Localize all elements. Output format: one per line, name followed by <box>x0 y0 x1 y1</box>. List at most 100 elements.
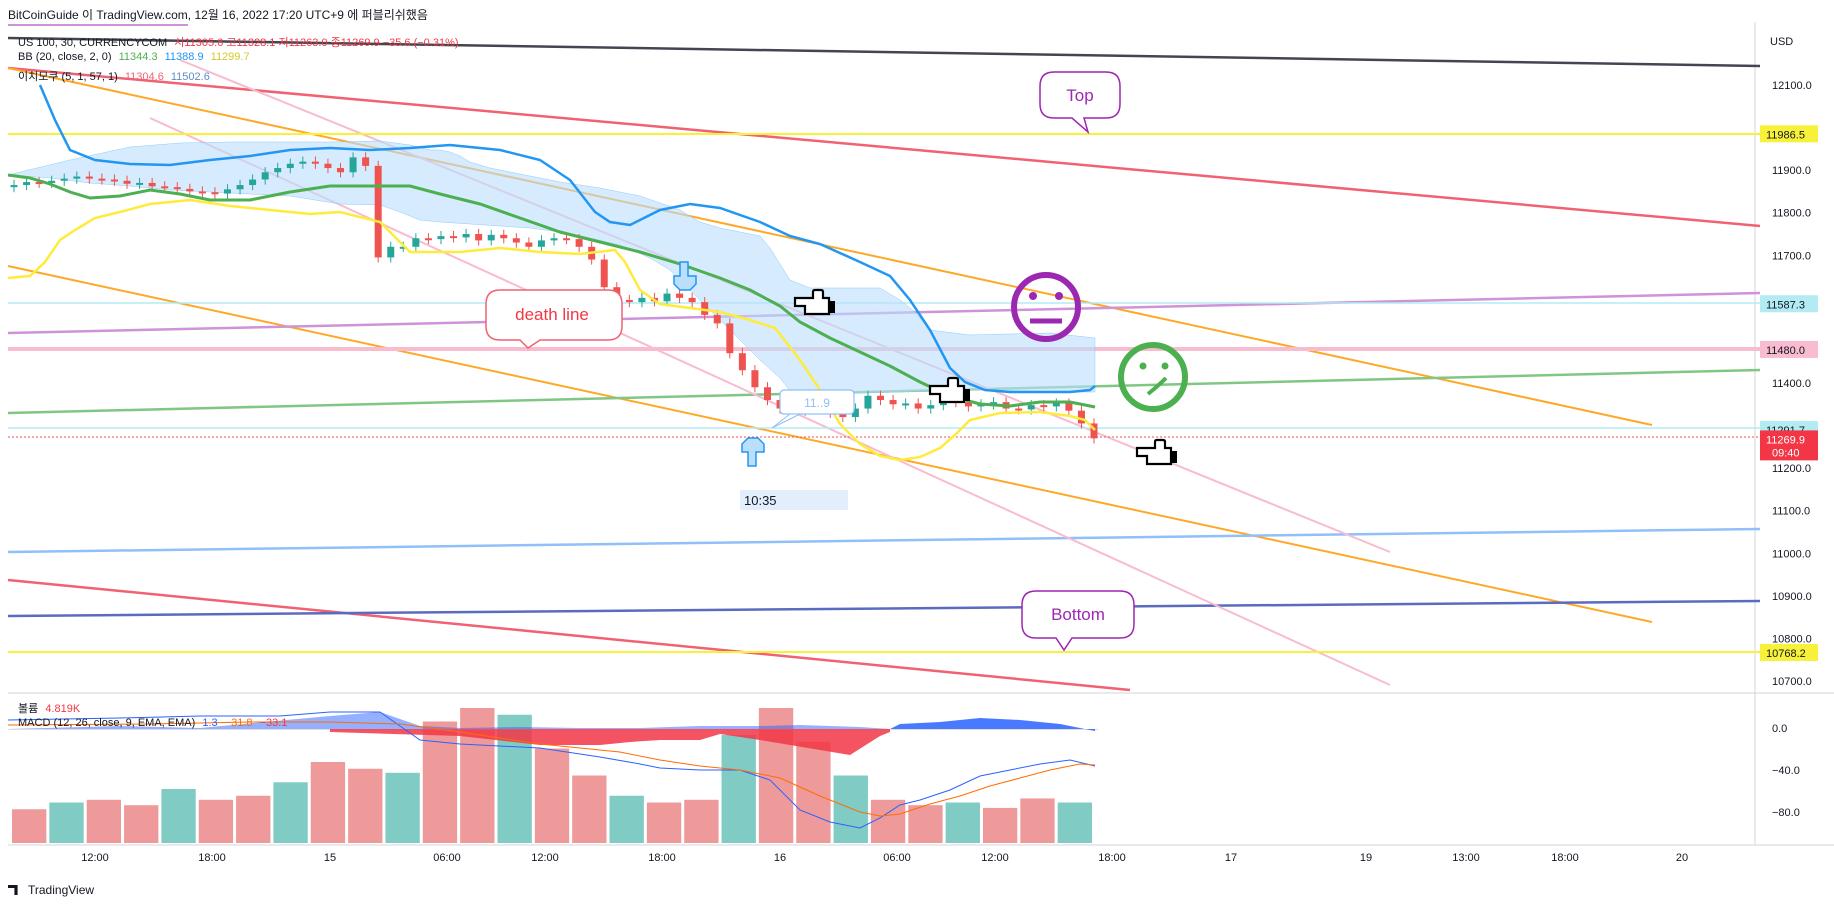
candle-body <box>889 400 897 405</box>
price-tick-label: 12100.0 <box>1772 80 1812 92</box>
volume-bar <box>273 782 308 843</box>
legend-macd-hist: −33.1 <box>259 717 288 729</box>
volume-bar <box>870 799 906 843</box>
neutral-face-icon <box>1011 272 1081 342</box>
annotation-top[interactable]: Top <box>1039 71 1121 135</box>
price-tick-label: 10700.0 <box>1772 676 1812 688</box>
candle-body <box>35 182 43 185</box>
hand-pointer-up-icon <box>741 437 765 467</box>
candle-body <box>475 234 483 241</box>
candle-body <box>85 176 93 179</box>
candle-body <box>98 178 106 181</box>
volume-bar <box>198 799 234 843</box>
time-tick-label: 18:00 <box>648 852 676 864</box>
candle-body <box>738 353 746 371</box>
candle-body <box>412 238 420 247</box>
price-axis[interactable]: 12100.0 11900.0 11800.0 11700.0 11400.0 11200… <box>1772 80 1812 688</box>
tradingview-footer[interactable]: TradingView <box>8 883 94 897</box>
candle-body <box>701 302 709 315</box>
candle-body <box>575 239 583 247</box>
time-tick-label: 20 <box>1676 852 1688 864</box>
legend-ichimoku-row[interactable]: 이치모쿠 (5, 1, 57, 1) 11304.6 11502.6 <box>18 68 214 84</box>
candle-body <box>437 236 445 240</box>
candle-body <box>148 182 156 187</box>
price-tick-label: 11200.0 <box>1772 463 1811 475</box>
price-label-text: 11986.5 <box>1766 129 1805 141</box>
candle-body <box>286 163 294 169</box>
candle-body <box>638 297 646 303</box>
candle-body <box>462 234 470 238</box>
candle-body <box>914 403 922 409</box>
annotation-price-box-text: 11..9 <box>804 396 830 410</box>
time-tick-label: 12:00 <box>981 852 1009 864</box>
price-label-text: 11587.3 <box>1766 299 1805 311</box>
annotation-price-box[interactable]: 11..9 <box>771 389 855 429</box>
candle-body <box>990 402 998 405</box>
volume-bar <box>161 789 196 843</box>
bb-lower-band <box>7 198 1096 462</box>
candle-body <box>676 293 684 298</box>
candle-body <box>537 240 545 247</box>
legend-ichimoku-b: 11502.6 <box>170 71 210 83</box>
volume-bar <box>684 799 719 843</box>
legend-macd-label: MACD (12, 26, close, 9, EMA, EMA) <box>18 717 196 729</box>
candle-body <box>688 297 696 303</box>
candle-body <box>136 182 144 185</box>
time-tick-label: 17 <box>1225 852 1237 864</box>
volume-bar <box>236 795 271 843</box>
macd-signal-line <box>7 721 1096 817</box>
price-label-box <box>1760 430 1818 461</box>
candle-body <box>877 395 885 401</box>
candle-body <box>424 238 432 241</box>
legend-macd-row[interactable]: MACD (12, 26, close, 9, EMA, EMA) 1.3 −3… <box>18 717 291 729</box>
price-label-text: 11480.0 <box>1766 345 1805 357</box>
price-label-box <box>1760 295 1818 313</box>
time-axis[interactable]: 12:00 18:00 15 06:00 12:00 18:00 16 06:00 12:00 1… <box>81 852 1688 864</box>
time-tick-label: 18:00 <box>1098 852 1126 864</box>
candle-body <box>563 238 571 241</box>
annotation-bottom[interactable]: Bottom <box>1021 590 1135 652</box>
candle-body <box>110 179 118 182</box>
candle-body <box>274 168 282 173</box>
legend-macd-value: 1.3 <box>202 717 218 729</box>
legend-volume-row[interactable]: 볼륨 4.819K <box>18 700 84 716</box>
candle-body <box>48 180 56 183</box>
macd-tick-label: −40.0 <box>1772 765 1800 777</box>
volume-bar <box>348 768 383 843</box>
confused-face-icon <box>1118 342 1188 412</box>
candle-body <box>1015 408 1023 411</box>
price-tick-label: 11800.0 <box>1772 208 1811 220</box>
candle-body <box>713 314 721 324</box>
volume-bar <box>310 762 346 843</box>
volume-bar <box>1020 798 1055 843</box>
legend-bb-lower: 11299.7 <box>210 51 250 63</box>
candle-body <box>311 161 319 164</box>
candle-body <box>324 163 332 169</box>
legend-bb-row[interactable]: BB (20, close, 2, 0) 11344.3 11388.9 112… <box>18 51 254 63</box>
price-tick-label: 11900.0 <box>1772 165 1811 177</box>
volume-bar <box>86 799 122 843</box>
price-axis-labels: 11986.511587.311480.011291.711269.909:40… <box>1760 125 1818 661</box>
hand-pointer-icon <box>928 376 970 404</box>
candle-body <box>399 246 407 249</box>
annotation-top-text: Top <box>1066 86 1093 105</box>
candle-body <box>600 259 608 288</box>
candle-body <box>299 161 307 164</box>
volume-bar <box>49 802 84 843</box>
candle-body <box>1027 405 1035 410</box>
price-tick-label: 10800.0 <box>1772 633 1812 645</box>
price-label-box <box>1760 643 1818 661</box>
price-label-text: 11269.9 <box>1766 434 1805 446</box>
candle-body <box>1077 410 1085 424</box>
annotation-death-line[interactable]: death line <box>485 289 623 349</box>
volume-bar <box>796 741 831 843</box>
volume-bar <box>982 807 1018 843</box>
candle-body <box>964 402 972 407</box>
legend-symbol-row[interactable]: US 100, 30, CURRENCYCOM 시11305.6 고11328.… <box>18 34 463 50</box>
price-label-text: 10768.2 <box>1766 648 1806 660</box>
macd-tick-label: −80.0 <box>1772 807 1800 819</box>
candle-body <box>525 242 533 247</box>
candle-body <box>23 182 31 186</box>
time-tick-label: 18:00 <box>1551 852 1579 864</box>
